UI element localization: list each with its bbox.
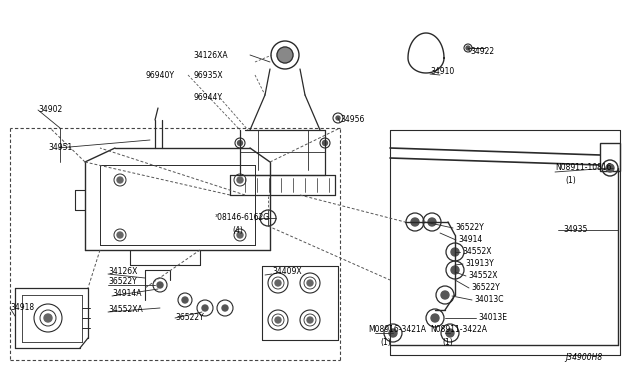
Text: ³08146-6162G: ³08146-6162G bbox=[215, 214, 270, 222]
Text: 34918: 34918 bbox=[10, 304, 34, 312]
Text: 34914A: 34914A bbox=[112, 289, 141, 298]
Circle shape bbox=[277, 47, 293, 63]
Circle shape bbox=[428, 218, 436, 226]
Text: J34900H8: J34900H8 bbox=[565, 353, 602, 362]
Text: 34552XA: 34552XA bbox=[108, 305, 143, 314]
Text: 34013C: 34013C bbox=[474, 295, 504, 305]
Circle shape bbox=[323, 141, 328, 145]
Text: 34409X: 34409X bbox=[272, 266, 301, 276]
Text: 34552X: 34552X bbox=[468, 272, 497, 280]
Text: 96940Y: 96940Y bbox=[145, 71, 174, 80]
Text: (4): (4) bbox=[232, 225, 243, 234]
Circle shape bbox=[606, 164, 614, 172]
Circle shape bbox=[117, 232, 123, 238]
Circle shape bbox=[182, 297, 188, 303]
Text: N08911-10816: N08911-10816 bbox=[555, 164, 611, 173]
Text: 34013E: 34013E bbox=[478, 314, 507, 323]
Circle shape bbox=[451, 266, 459, 274]
Text: 34935: 34935 bbox=[563, 225, 588, 234]
Text: 34126XA: 34126XA bbox=[193, 51, 228, 60]
Text: 36522Y: 36522Y bbox=[471, 283, 500, 292]
Text: 34914: 34914 bbox=[458, 235, 483, 244]
Text: 34910: 34910 bbox=[430, 67, 454, 77]
Circle shape bbox=[157, 282, 163, 288]
Circle shape bbox=[237, 141, 243, 145]
Text: 96935X: 96935X bbox=[193, 71, 223, 80]
Circle shape bbox=[307, 317, 313, 323]
Text: (1): (1) bbox=[380, 337, 391, 346]
Circle shape bbox=[307, 280, 313, 286]
Text: 34956: 34956 bbox=[340, 115, 364, 125]
Circle shape bbox=[451, 248, 459, 256]
Text: 36522Y: 36522Y bbox=[455, 224, 484, 232]
Text: (1): (1) bbox=[442, 337, 452, 346]
Text: 96944Y: 96944Y bbox=[193, 93, 222, 103]
Circle shape bbox=[466, 46, 470, 50]
Circle shape bbox=[441, 291, 449, 299]
Text: 36522Y: 36522Y bbox=[175, 314, 204, 323]
Bar bbox=[600, 143, 620, 171]
Text: N08911-3422A: N08911-3422A bbox=[430, 326, 487, 334]
Circle shape bbox=[411, 218, 419, 226]
Text: M08916-3421A: M08916-3421A bbox=[368, 326, 426, 334]
Circle shape bbox=[44, 314, 52, 322]
Text: 34951: 34951 bbox=[48, 144, 72, 153]
Circle shape bbox=[237, 177, 243, 183]
Circle shape bbox=[275, 280, 281, 286]
Text: 36522Y: 36522Y bbox=[108, 278, 137, 286]
Circle shape bbox=[275, 317, 281, 323]
Circle shape bbox=[336, 116, 340, 120]
Text: 34552X: 34552X bbox=[462, 247, 492, 257]
Circle shape bbox=[237, 232, 243, 238]
Text: 34902: 34902 bbox=[38, 106, 62, 115]
Text: 34126X: 34126X bbox=[108, 266, 138, 276]
Circle shape bbox=[202, 305, 208, 311]
Circle shape bbox=[446, 329, 454, 337]
Circle shape bbox=[431, 314, 439, 322]
Text: 34922: 34922 bbox=[470, 48, 494, 57]
Circle shape bbox=[222, 305, 228, 311]
Circle shape bbox=[117, 177, 123, 183]
Text: (1): (1) bbox=[565, 176, 576, 185]
Text: 31913Y: 31913Y bbox=[465, 260, 493, 269]
Circle shape bbox=[389, 329, 397, 337]
